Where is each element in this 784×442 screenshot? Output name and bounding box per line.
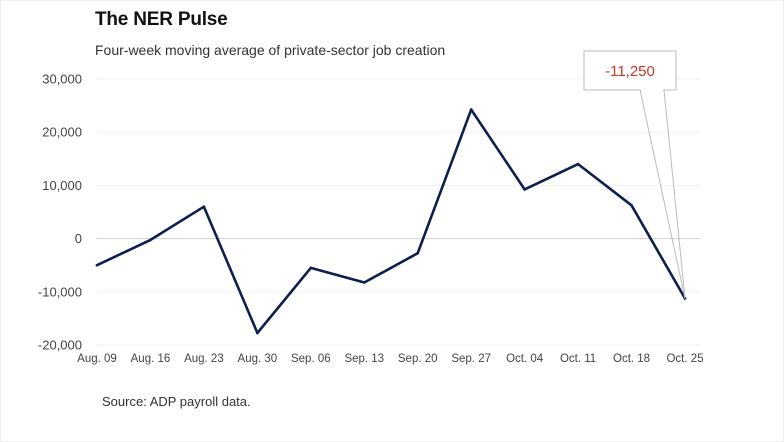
x-tick-label: Oct. 04 xyxy=(506,353,544,365)
y-tick-label: 20,000 xyxy=(42,125,82,140)
callout-box xyxy=(583,50,677,91)
data-point xyxy=(469,108,473,111)
y-tick-label: -20,000 xyxy=(38,338,82,353)
chart-title: The NER Pulse xyxy=(95,9,228,30)
grid-lines xyxy=(97,78,700,346)
value-callout: -11,250 xyxy=(583,50,686,299)
callout-leader xyxy=(663,89,686,299)
series-line xyxy=(95,108,687,335)
data-point xyxy=(576,162,580,166)
data-point xyxy=(523,188,526,191)
data-point xyxy=(202,205,206,208)
data-point xyxy=(149,238,152,242)
chart-subtitle: Four-week moving average of private-sect… xyxy=(95,42,446,58)
x-tick-label: Oct. 18 xyxy=(613,353,650,365)
y-tick-label: 10,000 xyxy=(42,178,82,193)
data-point xyxy=(362,281,366,284)
y-tick-label: -10,000 xyxy=(38,284,82,299)
x-axis: Aug. 09 Aug. 16 Aug. 23 Aug. 30 Sep. 06 Sep. … xyxy=(77,353,703,365)
callout-pointer-gap xyxy=(641,88,663,92)
data-point xyxy=(309,266,313,270)
x-tick-label: Aug. 30 xyxy=(238,353,278,365)
x-tick-label: Sep. 20 xyxy=(398,353,438,365)
data-point xyxy=(416,251,420,255)
y-tick-label: 30,000 xyxy=(42,72,82,87)
callout-leader xyxy=(639,89,686,299)
data-point xyxy=(256,331,259,335)
x-tick-label: Oct. 25 xyxy=(666,353,703,365)
data-point xyxy=(630,204,633,207)
x-tick-label: Sep. 13 xyxy=(344,353,384,365)
y-tick-label: 0 xyxy=(75,231,82,246)
y-axis: -20,000 -10,000 0 10,000 20,000 30,000 xyxy=(38,72,82,353)
x-tick-label: Aug. 16 xyxy=(131,353,171,365)
series xyxy=(95,108,687,335)
x-tick-label: Aug. 23 xyxy=(184,353,224,365)
callout-label: -11,250 xyxy=(605,63,655,80)
x-tick-label: Sep. 27 xyxy=(451,353,491,365)
x-tick-label: Oct. 11 xyxy=(560,353,596,365)
data-point xyxy=(95,263,99,267)
source-note: Source: ADP payroll data. xyxy=(102,394,251,409)
x-tick-label: Aug. 09 xyxy=(77,353,117,365)
x-tick-label: Sep. 06 xyxy=(291,353,331,365)
